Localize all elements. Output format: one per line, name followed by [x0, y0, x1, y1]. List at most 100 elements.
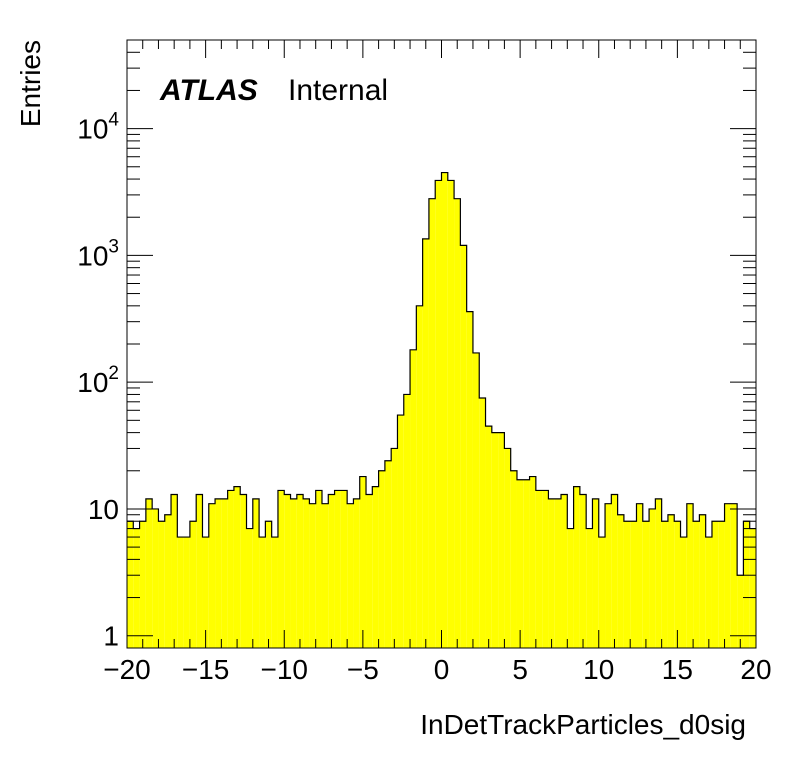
histogram-bar — [718, 521, 725, 648]
histogram-bar — [460, 245, 467, 649]
x-tick-label: −5 — [347, 654, 379, 685]
histogram-bar — [196, 494, 203, 648]
histogram-bar — [422, 238, 429, 648]
histogram-bar — [183, 537, 190, 648]
histogram-bar — [711, 521, 719, 648]
histogram-bar — [737, 575, 744, 648]
x-axis: −20 −15 −10 −5 0 5 10 15 20 — [103, 40, 772, 685]
x-tick-label: 10 — [583, 654, 614, 685]
histogram-outline — [127, 171, 756, 576]
histogram-bar — [535, 490, 543, 648]
histogram-bar — [158, 521, 165, 648]
y-tick-exponent: 2 — [108, 363, 119, 384]
y-tick-base: 10 — [77, 240, 108, 271]
histogram-bar — [265, 521, 272, 648]
histogram-bar — [561, 494, 568, 648]
histogram-bar — [661, 521, 668, 648]
y-tick-base: 1 — [103, 621, 119, 652]
y-axis-title: Entries — [15, 40, 46, 127]
histogram-bar — [340, 490, 348, 648]
internal-label: Internal — [288, 74, 388, 107]
histogram-bar — [592, 498, 599, 648]
histogram-bar — [328, 494, 335, 648]
histogram-bar — [699, 514, 706, 648]
histogram-bar — [674, 521, 681, 648]
histogram-bar — [617, 514, 624, 648]
histogram-bar — [416, 305, 423, 648]
histogram-bar — [246, 528, 253, 648]
histogram-bar — [221, 498, 228, 648]
y-tick-base: 10 — [77, 114, 108, 145]
histogram-bar — [133, 528, 140, 648]
x-axis-title: InDetTrackParticles_d0sig — [420, 709, 746, 740]
atlas-label: ATLAS — [159, 74, 258, 107]
histogram-bar — [705, 537, 712, 648]
histogram-bar — [441, 172, 448, 648]
histogram-bar — [479, 398, 486, 648]
histogram-bar — [403, 394, 411, 648]
histogram-bar — [655, 498, 662, 648]
x-tick-label: 20 — [740, 654, 771, 685]
histogram-bar — [145, 498, 153, 648]
histogram-bar — [284, 494, 291, 648]
histogram-bar — [334, 490, 341, 648]
histogram-bar — [127, 521, 134, 648]
histogram-bar — [730, 503, 738, 648]
histogram-bar — [605, 503, 612, 648]
x-tick-label: 15 — [662, 654, 693, 685]
histogram-bar — [743, 521, 750, 648]
histogram-bar — [454, 198, 461, 648]
y-tick-label: 103 — [77, 236, 119, 271]
histogram-bar — [630, 521, 637, 648]
histogram-bar — [642, 521, 650, 648]
histogram-bar — [693, 521, 700, 648]
histogram-bar — [410, 349, 417, 648]
histogram-bar — [233, 486, 241, 648]
histogram-bar — [309, 503, 316, 648]
histogram-bar — [152, 508, 159, 648]
histogram-bar — [277, 490, 285, 648]
y-tick-exponent: 3 — [108, 236, 119, 257]
histogram-bar — [485, 426, 492, 648]
histogram-bar — [554, 498, 562, 648]
y-tick-label: 104 — [77, 110, 119, 145]
histogram-bar — [164, 514, 172, 648]
histogram-bar — [428, 198, 436, 648]
histogram-bar — [227, 490, 234, 648]
y-tick-exponent: 4 — [108, 110, 119, 131]
histogram-bar — [447, 180, 455, 648]
y-tick-label: 102 — [77, 363, 119, 398]
histogram-bar — [208, 503, 216, 648]
histogram-bar — [303, 498, 310, 648]
x-tick-label: −15 — [182, 654, 230, 685]
histogram-bar — [372, 486, 379, 648]
histogram-bar — [529, 476, 536, 648]
histogram-bar — [366, 494, 373, 648]
histogram-bar — [749, 528, 756, 648]
histogram-bar — [623, 521, 631, 648]
histogram-bar — [384, 460, 392, 648]
histogram-bar — [391, 448, 398, 648]
histogram-bar — [548, 498, 555, 648]
histogram-bar — [347, 503, 354, 648]
histogram-bar — [504, 448, 511, 648]
y-tick-label: 10 — [88, 494, 119, 525]
histogram-bar — [510, 470, 517, 648]
histogram-bar — [724, 503, 731, 648]
histogram-bar — [189, 521, 197, 648]
histogram-bar — [573, 486, 580, 648]
x-tick-label: −10 — [261, 654, 309, 685]
histogram-bar — [271, 537, 278, 648]
histogram-bar — [542, 490, 549, 648]
histogram-bar — [202, 537, 209, 648]
histogram-bar — [667, 514, 675, 648]
histogram-bar — [259, 537, 266, 648]
histogram-bar — [636, 503, 643, 648]
histogram-bars — [127, 171, 756, 649]
x-tick-label: 5 — [512, 654, 528, 685]
histogram-bar — [586, 528, 593, 648]
histogram-bar — [177, 537, 184, 648]
y-tick-base: 10 — [88, 494, 119, 525]
